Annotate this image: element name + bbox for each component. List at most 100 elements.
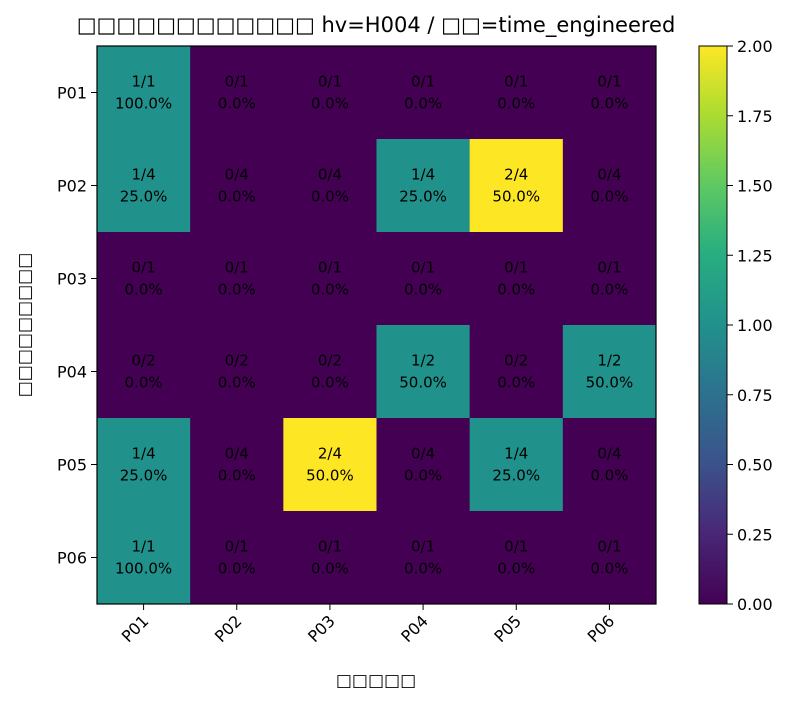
- cell-count-label: 0/2: [504, 352, 528, 370]
- cell-count-label: 0/1: [504, 73, 528, 91]
- cell-percent-label: 0.0%: [311, 281, 349, 299]
- cell-count-label: 0/2: [318, 352, 342, 370]
- heatmap-cell: [283, 325, 377, 419]
- heatmap-cell: [470, 232, 564, 326]
- cell-count-label: 0/1: [411, 538, 435, 556]
- heatmap-cell: [97, 418, 191, 512]
- cell-percent-label: 25.0%: [120, 467, 168, 485]
- cell-percent-label: 0.0%: [497, 281, 535, 299]
- heatmap-cell: [377, 418, 471, 512]
- cell-percent-label: 0.0%: [125, 281, 163, 299]
- heatmap-cell: [97, 325, 191, 419]
- cell-percent-label: 50.0%: [492, 188, 540, 206]
- heatmap-cell: [377, 139, 471, 233]
- cell-percent-label: 0.0%: [218, 374, 256, 392]
- cell-count-label: 2/4: [504, 166, 528, 184]
- heatmap-cell: [190, 46, 284, 140]
- cell-count-label: 2/4: [318, 445, 342, 463]
- heatmap-cell: [563, 46, 657, 140]
- chart-title: □□□□□□□□□□□□ hv=H004 / □□=time_engineere…: [77, 13, 676, 38]
- x-tick-label: P05: [490, 611, 525, 646]
- heatmap-cell: [190, 418, 284, 512]
- cell-count-label: 0/2: [225, 352, 249, 370]
- cell-count-label: 0/1: [225, 538, 249, 556]
- heatmap-cell: [190, 511, 284, 605]
- heatmap-cell: [283, 511, 377, 605]
- cell-percent-label: 0.0%: [218, 281, 256, 299]
- cell-percent-label: 0.0%: [590, 467, 628, 485]
- cell-percent-label: 0.0%: [311, 95, 349, 113]
- heatmap-cell: [377, 511, 471, 605]
- x-axis-ticks: P01 P02 P03 P04 P05 P06: [118, 604, 618, 646]
- colorbar-tick-label: 0.25: [737, 525, 773, 544]
- heatmap-cell: [470, 511, 564, 605]
- cell-count-label: 0/4: [597, 166, 621, 184]
- cell-count-label: 0/1: [318, 73, 342, 91]
- cell-percent-label: 0.0%: [311, 188, 349, 206]
- heatmap-cell: [470, 46, 564, 140]
- heatmap-cell: [283, 139, 377, 233]
- cell-percent-label: 100.0%: [115, 560, 172, 578]
- cell-percent-label: 25.0%: [492, 467, 540, 485]
- cell-count-label: 0/4: [225, 445, 249, 463]
- heatmap-cell: [563, 511, 657, 605]
- x-tick-label: P04: [397, 611, 432, 646]
- cell-count-label: 1/2: [597, 352, 621, 370]
- x-axis-label: □□□□□: [336, 671, 416, 691]
- heatmap-cell: [97, 511, 191, 605]
- colorbar-tick-label: 2.00: [737, 37, 773, 56]
- heatmap-cell: [377, 46, 471, 140]
- cell-percent-label: 25.0%: [120, 188, 168, 206]
- cell-count-label: 0/1: [504, 259, 528, 277]
- cell-count-label: 0/1: [318, 259, 342, 277]
- cell-percent-label: 0.0%: [125, 374, 163, 392]
- heatmap-cell: [190, 325, 284, 419]
- cell-percent-label: 0.0%: [590, 560, 628, 578]
- y-tick-label: P04: [57, 363, 87, 382]
- heatmap-cell: [97, 232, 191, 326]
- y-tick-label: P02: [57, 177, 87, 196]
- heatmap-cell: [97, 139, 191, 233]
- cell-count-label: 1/1: [132, 538, 156, 556]
- heatmap-cell: [470, 325, 564, 419]
- heatmap-cell: [97, 46, 191, 140]
- cell-percent-label: 0.0%: [218, 188, 256, 206]
- cell-percent-label: 0.0%: [497, 560, 535, 578]
- cell-count-label: 0/1: [411, 259, 435, 277]
- heatmap-cell: [470, 139, 564, 233]
- cell-percent-label: 0.0%: [590, 95, 628, 113]
- cell-count-label: 0/1: [597, 538, 621, 556]
- heatmap-cell: [563, 418, 657, 512]
- cell-percent-label: 0.0%: [590, 188, 628, 206]
- heatmap-cell: [190, 139, 284, 233]
- heatmap-cell: [563, 139, 657, 233]
- cell-percent-label: 0.0%: [404, 281, 442, 299]
- cell-percent-label: 100.0%: [115, 95, 172, 113]
- y-axis-label: □□□□□□□□□: [15, 253, 35, 398]
- cell-percent-label: 0.0%: [311, 374, 349, 392]
- colorbar-tick-label: 1.75: [737, 107, 773, 126]
- cell-percent-label: 25.0%: [399, 188, 447, 206]
- colorbar-tick-label: 1.50: [737, 177, 773, 196]
- cell-percent-label: 0.0%: [218, 467, 256, 485]
- cell-percent-label: 50.0%: [586, 374, 634, 392]
- cell-count-label: 0/1: [132, 259, 156, 277]
- cell-count-label: 0/4: [318, 166, 342, 184]
- cell-count-label: 0/2: [132, 352, 156, 370]
- cell-count-label: 1/2: [411, 352, 435, 370]
- cell-percent-label: 50.0%: [399, 374, 447, 392]
- heatmap-cell: [283, 232, 377, 326]
- heatmap-cell: [283, 418, 377, 512]
- colorbar-tick-label: 0.50: [737, 456, 773, 475]
- heatmap-cell: [377, 232, 471, 326]
- y-tick-label: P05: [57, 456, 87, 475]
- heatmap-cell: [377, 325, 471, 419]
- heatmap-cell: [283, 46, 377, 140]
- x-tick-label: P01: [118, 611, 153, 646]
- cell-percent-label: 50.0%: [306, 467, 354, 485]
- heatmap-cells: [97, 46, 657, 605]
- heatmap-cell: [563, 232, 657, 326]
- cell-count-label: 1/1: [132, 73, 156, 91]
- cell-percent-label: 0.0%: [311, 560, 349, 578]
- x-tick-label: P03: [304, 611, 339, 646]
